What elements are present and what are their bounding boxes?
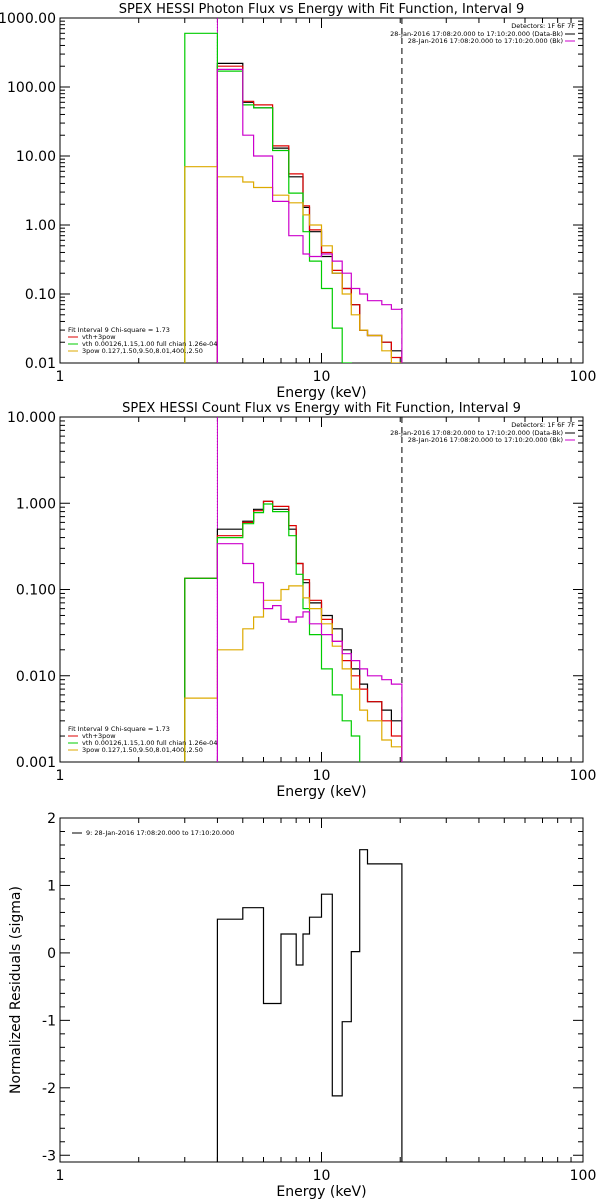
series-line-3 bbox=[184, 32, 403, 363]
series-line-4 bbox=[184, 166, 402, 363]
y-tick-label: 10.000 bbox=[7, 410, 56, 426]
y-tick-label: 0.01 bbox=[25, 356, 56, 372]
series-line-5 bbox=[216, 543, 403, 762]
series-line-1 bbox=[216, 849, 403, 1162]
chart-panel-2: 1 10 100 0.001 0.010 0.100 1.000 10.000 SPEX HES… bbox=[7, 401, 596, 800]
legend-entry: vth+3pow bbox=[82, 333, 116, 341]
legend-entry: 3pow 0.127,1.50,9.50,8.01,400.,2.50 bbox=[82, 746, 203, 754]
y-tick-label: 0.100 bbox=[16, 583, 56, 599]
y-tick-label: 0.010 bbox=[16, 669, 56, 685]
y-tick-label: 1000.00 bbox=[0, 11, 56, 27]
y-tick-label: 0 bbox=[47, 946, 56, 962]
y-axis-label: Normalized Residuals (sigma) bbox=[8, 886, 24, 1094]
legend-entry: vth+3pow bbox=[82, 732, 116, 740]
x-axis-label: Energy (keV) bbox=[276, 385, 366, 401]
y-tick-label: -3 bbox=[42, 1148, 56, 1164]
x-axis-label: Energy (keV) bbox=[276, 1184, 366, 1200]
x-tick-label: 100 bbox=[570, 369, 597, 385]
chart-title: SPEX HESSI Photon Flux vs Energy with Fi… bbox=[119, 2, 525, 17]
y-tick-label: -2 bbox=[42, 1081, 56, 1097]
chart-panel-3: 1 10 100 -3 -2 -1 0 1 2 Energy (keV) Normalized Re… bbox=[8, 811, 596, 1200]
legend-entry: 28-Jan-2016 17:08:20.000 to 17:10:20.000… bbox=[390, 30, 563, 38]
y-tick-label: 0.001 bbox=[16, 755, 56, 771]
x-tick-label: 10 bbox=[313, 369, 331, 385]
x-axis-label: Energy (keV) bbox=[276, 784, 366, 800]
chart-title: SPEX HESSI Count Flux vs Energy with Fit… bbox=[122, 401, 521, 416]
legend-header: Fit Interval 9 Chi-square = 1.73 bbox=[68, 326, 170, 334]
series-line-4 bbox=[184, 585, 403, 762]
y-tick-label: 100.00 bbox=[7, 80, 56, 96]
y-tick-label: -1 bbox=[42, 1013, 56, 1029]
legend-entry: 28-Jan-2016 17:08:20.000 to 17:10:20.000… bbox=[408, 37, 563, 45]
legend-header: Detectors: 1F 6F 7F bbox=[511, 421, 575, 429]
legend-entry: 9: 28-Jan-2016 17:08:20.000 to 17:10:20.… bbox=[86, 829, 234, 837]
legend-header: Detectors: 1F 6F 7F bbox=[511, 22, 575, 30]
plot-frame bbox=[59, 416, 584, 763]
x-tick-label: 100 bbox=[570, 1168, 597, 1184]
y-tick-label: 10.00 bbox=[16, 149, 56, 165]
x-tick-label: 1 bbox=[56, 1168, 65, 1184]
series-line-5 bbox=[216, 68, 403, 363]
legend-entry: 3pow 0.127,1.50,9.50,8.01,400.,2.50 bbox=[82, 347, 203, 355]
y-tick-label: 1.000 bbox=[16, 496, 56, 512]
plot-frame bbox=[59, 817, 584, 1163]
legend-header: Fit Interval 9 Chi-square = 1.73 bbox=[68, 725, 170, 733]
y-tick-label: 1 bbox=[47, 878, 56, 894]
x-tick-label: 10 bbox=[313, 1168, 331, 1184]
y-tick-label: 0.10 bbox=[25, 287, 56, 303]
legend-entry: vth 0.00126,1.15,1.00 full chian 1.26e-0… bbox=[82, 340, 217, 348]
x-tick-label: 1 bbox=[56, 768, 65, 784]
legend-entry: 28-Jan-2016 17:08:20.000 to 17:10:20.000… bbox=[408, 436, 563, 444]
y-tick-label: 2 bbox=[47, 811, 56, 827]
x-tick-label: 10 bbox=[313, 768, 331, 784]
legend-entry: vth 0.00126,1.15,1.00 full chian 1.26e-0… bbox=[82, 739, 217, 747]
x-tick-label: 100 bbox=[570, 768, 597, 784]
x-tick-label: 1 bbox=[56, 369, 65, 385]
y-tick-label: 1.00 bbox=[25, 218, 56, 234]
chart-panel-1: 1 10 100 0.01 0.10 1.00 10.00 100.00 1000.00 SPEX… bbox=[0, 2, 596, 401]
legend-entry: 28-Jan-2016 17:08:20.000 to 17:10:20.000… bbox=[390, 429, 563, 437]
plot-frame bbox=[59, 17, 584, 364]
